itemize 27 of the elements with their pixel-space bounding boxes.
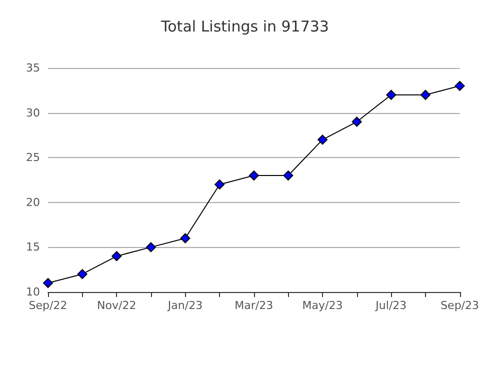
point: [454, 80, 465, 91]
y-tick-label: 15: [26, 240, 40, 254]
point: [180, 233, 190, 244]
point: [386, 90, 396, 100]
point: [112, 251, 122, 262]
y-tick-label: 20: [26, 196, 40, 209]
y-tick-label: 25: [26, 151, 40, 164]
x-tick-label: Mar/23: [234, 299, 274, 312]
point: [352, 116, 362, 127]
x-tick-label: Jan/23: [166, 299, 203, 312]
x-tick-label: May/23: [302, 299, 343, 312]
point: [146, 242, 156, 252]
y-tick-label: 35: [26, 62, 40, 74]
x-tick-label: Sep/22: [28, 299, 68, 312]
x-tick-label: Nov/22: [97, 299, 136, 312]
point: [77, 269, 88, 280]
point: [248, 170, 259, 181]
point: [283, 170, 294, 181]
y-tick-label: 10: [26, 286, 40, 298]
y-tick-label: 30: [26, 106, 40, 120]
point: [43, 278, 53, 288]
point: [318, 134, 328, 145]
x-tick-label: Sep/23: [440, 299, 479, 312]
chart-title: Total Listings in 91733: [160, 18, 329, 36]
x-tick-label: Jul/23: [374, 299, 407, 312]
point: [420, 90, 430, 100]
point: [214, 179, 225, 190]
